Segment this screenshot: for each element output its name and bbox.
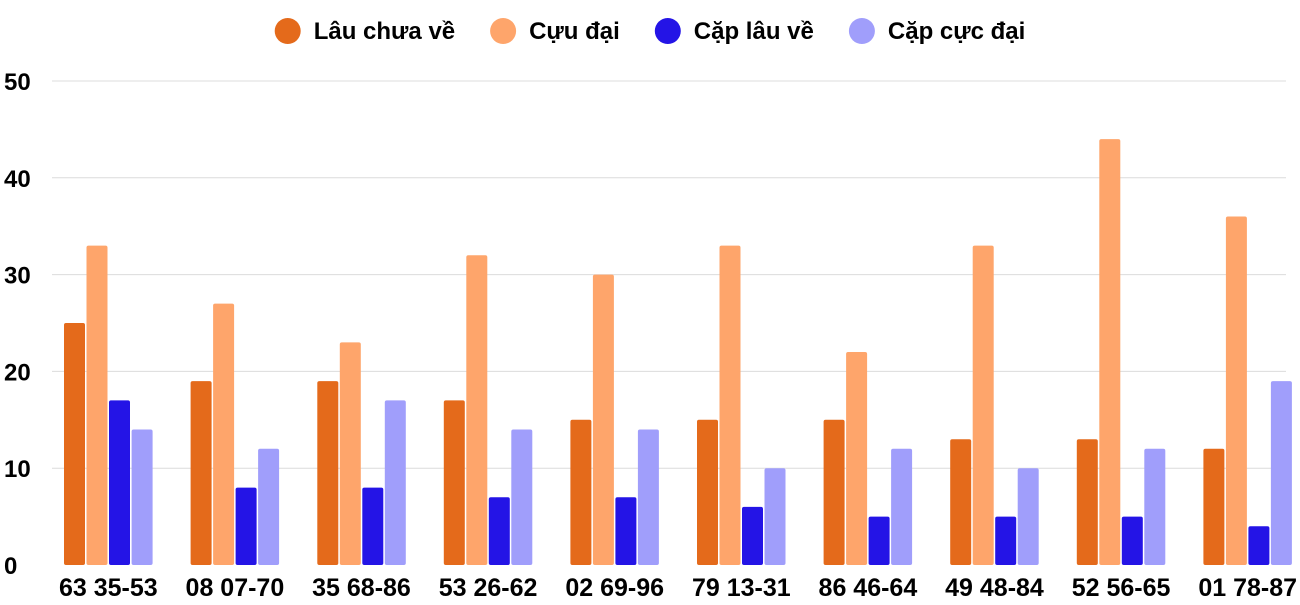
bar [511,429,533,565]
x-tick-label: 52 56-65 [1072,574,1171,600]
y-tick-label: 20 [4,359,31,386]
x-axis: 63 35-53 08 07-70 35 68-86 53 26-62 02 69-96… [59,574,1297,602]
bar [1099,139,1121,565]
bar [742,506,763,565]
bar [1270,381,1292,565]
bar [1121,516,1143,565]
bar [466,255,488,565]
bar [592,274,614,565]
legend-label: Cặp cực đại [888,18,1025,45]
bar [339,342,361,565]
legend-label: Cặp lâu về [694,18,814,45]
bar [1203,448,1225,565]
bar [213,303,235,565]
y-tick-label: 30 [4,263,31,290]
bar [1225,216,1247,565]
legend-item: Cặp lâu về [654,18,814,45]
bar [615,497,637,565]
bar [868,516,890,565]
bar [488,497,510,565]
bar [384,400,406,565]
bar [823,419,845,565]
bar [362,487,384,565]
y-tick-label: 10 [4,456,31,483]
bar [950,439,972,565]
x-tick-label: 79 13-31 [692,574,791,600]
bar [190,381,212,565]
bar [1144,448,1166,565]
x-tick-label: 63 35-53 [59,574,158,600]
y-tick-label: 40 [4,166,31,193]
x-tick-label: 08 07-70 [186,574,285,600]
legend-marker [490,18,517,44]
bar [719,245,741,565]
bar [637,429,659,565]
x-tick-label: 53 26-62 [439,574,538,600]
bar [846,352,868,565]
bar [995,516,1017,565]
bar [697,419,718,565]
legend-item: Cặp cực đại [848,18,1025,45]
x-tick-label: 86 46-64 [819,574,918,600]
x-tick-label: 35 68-86 [312,574,411,600]
bars [64,139,1292,565]
x-tick-label: 49 48-84 [945,574,1044,600]
y-axis: 0 10 20 30 40 50 [4,69,31,580]
bar [764,468,786,565]
bar [86,245,108,565]
bar [570,419,592,565]
bar [258,448,280,565]
bar [443,400,465,565]
x-tick-label: 01 78-87 [1198,574,1297,600]
legend-label: Cựu đại [529,18,620,45]
legend-marker [274,18,301,44]
y-tick-label: 0 [4,553,17,580]
legend-item: Lâu chưa về [274,18,455,45]
legend-marker [654,18,681,44]
x-tick-label: 02 69-96 [565,574,664,600]
bar [1248,526,1270,565]
bar [1076,439,1098,565]
bar [891,448,913,565]
y-tick-label: 50 [4,69,31,96]
bar [235,487,257,565]
bar [1017,468,1039,565]
bar [317,381,339,565]
bar [64,323,85,565]
legend-marker [848,18,875,44]
bar [131,429,153,565]
legend-label: Lâu chưa về [314,18,455,45]
legend-item: Cựu đại [490,18,620,45]
bar [109,400,130,565]
legend: Lâu chưa về Cựu đại Cặp lâu về Cặp cực đại [274,18,1025,45]
bar [972,245,994,565]
